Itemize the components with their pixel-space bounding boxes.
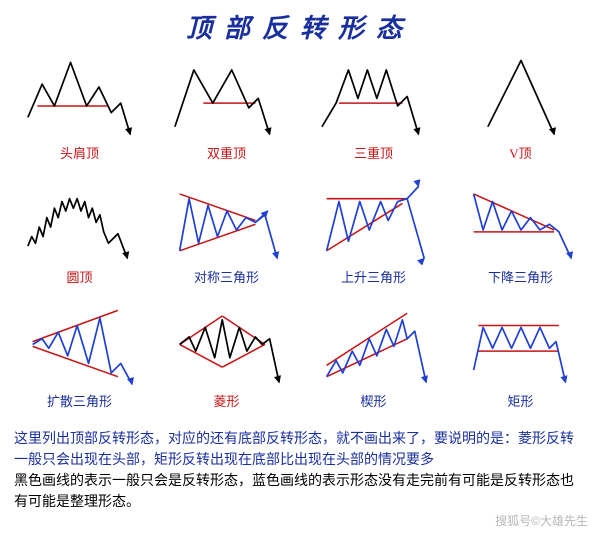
pattern-svg	[162, 51, 292, 141]
pattern-svg	[15, 51, 145, 141]
pattern-svg	[309, 299, 439, 389]
pattern-cell: 上升三角形	[302, 175, 445, 295]
note-1: 这里列出顶部反转形态，对应的还有底部反转形态，就不画出来了，要说明的是：菱形反转…	[8, 429, 592, 471]
pattern-label: 扩散三角形	[47, 391, 112, 410]
pattern-cell: 头肩顶	[8, 51, 151, 171]
pattern-cell: 菱形	[155, 299, 298, 419]
pattern-svg	[162, 175, 292, 265]
pattern-svg	[456, 299, 586, 389]
pattern-cell: 圆顶	[8, 175, 151, 295]
pattern-label: 菱形	[213, 391, 239, 410]
pattern-cell: 楔形	[302, 299, 445, 419]
pattern-grid: 头肩顶 双重顶 三重顶 V顶圆顶 对称三角形 上升三角形 下降三角形扩散三角形 菱形 楔形 矩形	[8, 51, 592, 419]
pattern-cell: V顶	[449, 51, 592, 171]
pattern-cell: 双重顶	[155, 51, 298, 171]
pattern-label: 楔形	[360, 391, 386, 410]
pattern-label: 矩形	[507, 391, 533, 410]
pattern-label: 上升三角形	[341, 267, 406, 286]
pattern-label: 三重顶	[354, 143, 393, 162]
pattern-svg	[309, 51, 439, 141]
pattern-label: V顶	[509, 143, 531, 162]
page-title: 顶部反转形态	[8, 8, 592, 45]
pattern-svg	[162, 299, 292, 389]
note-2: 黑色画线的表示一般只会是反转形态，蓝色画线的表示形态没有走完前有可能是反转形态也…	[8, 471, 592, 513]
watermark: 搜狐号©大雄先生	[495, 512, 588, 529]
pattern-label: 圆顶	[66, 267, 92, 286]
pattern-svg	[456, 175, 586, 265]
pattern-cell: 下降三角形	[449, 175, 592, 295]
pattern-svg	[309, 175, 439, 265]
pattern-label: 双重顶	[207, 143, 246, 162]
pattern-cell: 矩形	[449, 299, 592, 419]
pattern-svg	[456, 51, 586, 141]
pattern-svg	[15, 175, 145, 265]
pattern-cell: 对称三角形	[155, 175, 298, 295]
pattern-label: 头肩顶	[60, 143, 99, 162]
pattern-label: 下降三角形	[488, 267, 553, 286]
pattern-label: 对称三角形	[194, 267, 259, 286]
pattern-cell: 扩散三角形	[8, 299, 151, 419]
pattern-cell: 三重顶	[302, 51, 445, 171]
pattern-svg	[15, 299, 145, 389]
